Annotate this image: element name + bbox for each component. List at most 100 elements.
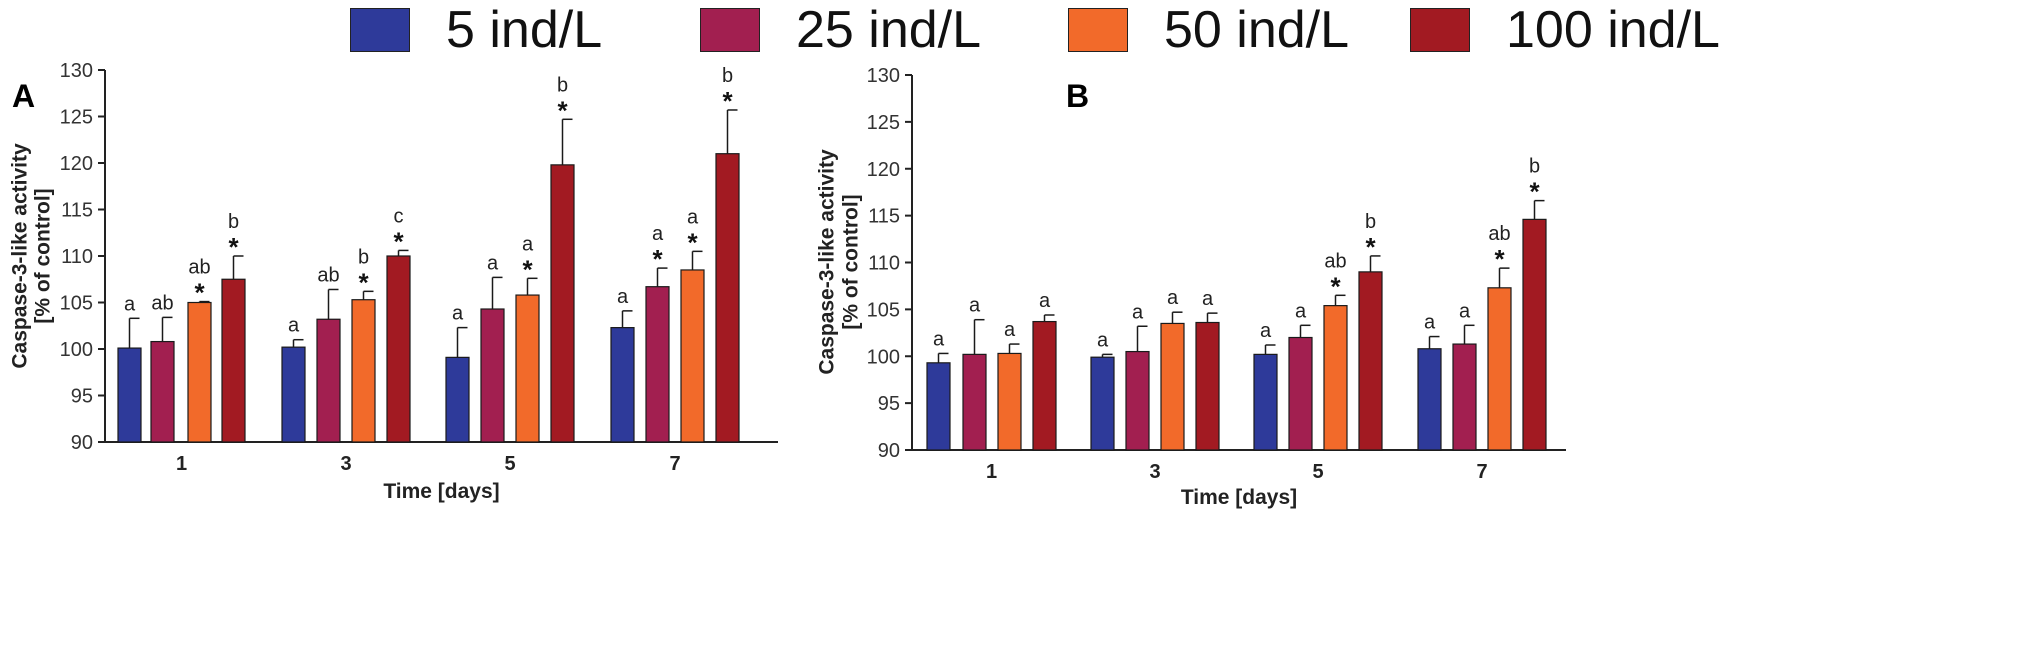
panel-b-group-letter: a — [1004, 319, 1016, 341]
panel-a-bar — [715, 153, 740, 443]
panel-a-significance-star: * — [557, 95, 568, 125]
panel-a-group-letter: b — [228, 211, 239, 233]
legend-swatch-5 — [350, 8, 410, 52]
panel-b-group-letter: a — [1167, 287, 1179, 309]
panel-b-x-axis-title: Time [days] — [1181, 486, 1297, 509]
panel-a-bar — [645, 286, 670, 443]
panel-b-bar — [1195, 321, 1220, 451]
legend-item-50: 50 ind/L — [1068, 1, 1350, 59]
panel-a-group-letter: c — [394, 205, 404, 227]
panel-a-x-tick-label: 1 — [176, 453, 187, 475]
panel-b-bar — [1358, 271, 1383, 451]
panel-b-bar — [1323, 305, 1348, 451]
panel-a-group-letter: a — [452, 303, 464, 325]
panel-b-group-letter: b — [1365, 211, 1376, 233]
panel-b-significance-star: * — [1365, 232, 1376, 262]
panel-b-group-letter: a — [1295, 300, 1307, 322]
panel-b-group-letter: b — [1529, 156, 1540, 178]
panel-a-bar — [550, 164, 575, 443]
panel-a-bar — [187, 301, 212, 443]
panel-b-y-axis-title-line1: Caspase-3-like activity — [816, 149, 839, 375]
panel-a-group-letter: a — [487, 252, 499, 274]
panel-a-group-letter: b — [722, 65, 733, 87]
panel-b-y-tick-label: 95 — [878, 393, 900, 415]
panel-a-bar — [117, 347, 142, 443]
legend-label-5: 5 ind/L — [446, 1, 603, 59]
panel-a-y-tick-label: 90 — [71, 432, 93, 454]
legend-item-5: 5 ind/L — [350, 1, 603, 59]
legend-item-100: 100 ind/L — [1410, 1, 1720, 59]
panel-b-group-letter: ab — [1488, 223, 1510, 245]
panel-a-significance-star: * — [652, 244, 663, 274]
panel-a-y-tick-label: 100 — [60, 339, 93, 361]
legend-label-25: 25 ind/L — [796, 1, 982, 59]
panel-b-y-axis-title-line2: [% of control] — [840, 194, 863, 329]
panel-a-significance-star: * — [393, 226, 404, 256]
panel-b-bar — [1417, 348, 1442, 451]
panel-b-group-letter: a — [969, 295, 981, 317]
panel-b-group-letter: ab — [1324, 250, 1346, 272]
legend-label-50: 50 ind/L — [1164, 1, 1350, 59]
panel-b-bar — [1253, 353, 1278, 451]
panel-b-x-tick-label: 5 — [1312, 461, 1323, 483]
panel-b-bar — [1452, 343, 1477, 451]
panel-a-bar — [680, 269, 705, 443]
panel-b-group-letter: a — [1459, 300, 1471, 322]
panel-a-y-tick-label: 110 — [61, 246, 93, 268]
panel-a-x-tick-label: 3 — [340, 453, 351, 475]
panel-a-significance-star: * — [194, 278, 205, 308]
panel-b-significance-star: * — [1330, 271, 1341, 301]
panel-a-bar — [480, 308, 505, 443]
panel-b-y-tick-label: 115 — [868, 206, 900, 228]
panel-b-bar — [997, 352, 1022, 451]
legend-swatch-100 — [1410, 8, 1470, 52]
panel-a-y-tick-label: 115 — [61, 200, 93, 222]
panel-b-y-tick-label: 125 — [867, 112, 900, 134]
panel-b-group-letter: a — [1260, 320, 1272, 342]
panel-b-y-tick-label: 105 — [867, 299, 900, 321]
panel-letter-a: A — [12, 78, 36, 114]
panel-b-significance-star: * — [1494, 244, 1505, 274]
panel-a-y-tick-label: 130 — [60, 60, 93, 82]
panel-a-bar — [445, 356, 470, 443]
panel-b-x-tick-label: 3 — [1149, 461, 1160, 483]
panel-a-group-letter: a — [124, 293, 136, 315]
panel-a-y-axis-title-line2: [% of control] — [32, 188, 55, 323]
panel-b-bar — [1160, 322, 1185, 451]
panel-b-y-tick-label: 90 — [878, 440, 900, 462]
panel-b-x-tick-label: 1 — [986, 461, 997, 483]
panel-b-x-tick-label: 7 — [1476, 461, 1487, 483]
panel-b-group-letter: a — [1097, 329, 1109, 351]
panel-a-group-letter: a — [288, 315, 300, 337]
panel-a-group-letter: b — [557, 74, 568, 96]
panel-a-bar — [150, 340, 175, 443]
panel-a-y-axis-title-line1: Caspase-3-like activity — [9, 143, 32, 369]
panel-a-y-tick-label: 95 — [71, 386, 93, 408]
panel-b-group-letter: a — [1132, 301, 1144, 323]
panel-a-group-letter: a — [652, 223, 664, 245]
panel-a-group-letter: a — [617, 286, 629, 308]
panel-a-bar — [386, 255, 411, 443]
panel-b-y-tick-label: 120 — [867, 159, 900, 181]
panel-b-bar — [1032, 320, 1057, 451]
panel-letter-b: B — [1066, 78, 1090, 114]
panel-a-x-tick-label: 5 — [504, 453, 515, 475]
panel-b-bar — [926, 362, 951, 451]
panel-b-group-letter: a — [1202, 288, 1214, 310]
panel-a-group-letter: ab — [188, 257, 210, 279]
panel-b-bar — [1487, 287, 1512, 451]
panel-b-y-tick-label: 130 — [867, 65, 900, 87]
panel-b-y-tick-label: 110 — [868, 253, 900, 275]
legend-label-100: 100 ind/L — [1506, 1, 1720, 59]
panel-a-significance-star: * — [228, 232, 239, 262]
panel-a-group-letter: a — [687, 206, 699, 228]
panel-a-x-tick-label: 7 — [669, 453, 680, 475]
panel-a-group-letter: a — [522, 233, 534, 255]
panel-a-y-tick-label: 120 — [60, 153, 93, 175]
panel-b-bar — [1522, 218, 1547, 451]
panel-a-bar — [281, 346, 306, 443]
panel-a-bar — [221, 278, 246, 443]
panel-a-significance-star: * — [687, 227, 698, 257]
legend-swatch-25 — [700, 8, 760, 52]
